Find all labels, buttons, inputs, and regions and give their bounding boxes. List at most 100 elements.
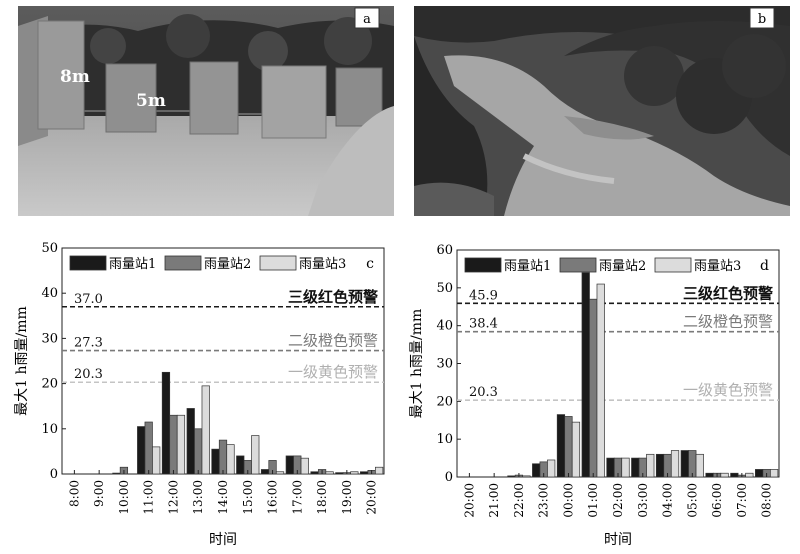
bar-雨量站3 (596, 283, 605, 478)
x-axis-label: 时间 (604, 532, 632, 548)
y-tick-label: 50 (41, 241, 58, 256)
bar-雨量站2 (589, 298, 598, 478)
photo-b-image: b (414, 6, 790, 216)
x-tick-label: 15:00 (241, 480, 255, 515)
x-tick-label: 11:00 (142, 480, 156, 515)
x-tick-label: 14:00 (216, 480, 230, 515)
bar-雨量站1 (260, 469, 270, 475)
chart-d: 0 10 20 30 40 50 60 45.9 三级红色预警 38.4 二级橙色预警 20.3 一级黄… (405, 236, 800, 550)
legend-swatch (69, 255, 107, 271)
bar-雨量站1 (532, 463, 541, 478)
chart-c: 0 10 20 30 40 50 37.0 三级红色预警 27.3 二级橙色预警 20.3 一级黄色预… (10, 236, 400, 550)
bar-雨量站3 (547, 459, 556, 478)
bar-雨量站1 (161, 371, 171, 475)
legend-label: 雨量站1 (109, 257, 156, 272)
chart-c-svg: 0 10 20 30 40 50 37.0 三级红色预警 27.3 二级橙色预警 20.3 一级黄色预… (14, 241, 385, 548)
bar-雨量站2 (564, 416, 573, 478)
photo-b-panel-label: b (758, 12, 766, 27)
bar-雨量站3 (621, 457, 630, 478)
bar-雨量站2 (194, 428, 203, 475)
bar-雨量站2 (218, 439, 228, 475)
bar-雨量站3 (522, 475, 531, 478)
bar-雨量站3 (695, 453, 704, 478)
x-tick-label: 04:00 (661, 483, 675, 518)
x-tick-label: 01:00 (586, 483, 600, 518)
y-tick-label: 20 (436, 394, 453, 409)
y-tick-label: 0 (50, 467, 58, 482)
bar-雨量站3 (152, 446, 161, 475)
bar-雨量站1 (211, 448, 220, 475)
x-tick-label: 20:00 (365, 480, 379, 515)
bar-雨量站1 (705, 472, 714, 478)
bar-雨量站3 (350, 471, 359, 475)
threshold-value-label: 27.3 (74, 336, 103, 351)
legend-label: 雨量站2 (204, 257, 251, 272)
x-tick-label: 03:00 (636, 483, 650, 518)
bar-雨量站3 (251, 435, 260, 475)
threshold-value-label: 45.9 (469, 288, 498, 303)
chart-d-svg: 0 10 20 30 40 50 60 45.9 三级红色预警 38.4 二级橙色预警 20.3 一级黄… (409, 243, 780, 548)
y-tick-label: 40 (436, 319, 453, 334)
bar-雨量站3 (670, 450, 680, 478)
y-tick-label: 50 (436, 281, 453, 296)
y-tick-label: 20 (41, 377, 58, 392)
legend-swatch (559, 257, 597, 273)
legend-swatch (164, 255, 202, 271)
legend-label: 雨量站1 (504, 259, 551, 274)
x-tick-label: 13:00 (191, 480, 205, 515)
bar-雨量站1 (236, 455, 245, 475)
threshold-value-label: 20.3 (469, 385, 498, 400)
photo-a-label-5m: 5m (136, 91, 166, 111)
y-tick-label: 30 (436, 357, 453, 372)
x-tick-label: 18:00 (315, 480, 329, 515)
photo-b-debris-valley: b (414, 6, 790, 216)
bar-雨量站3 (720, 472, 729, 478)
photo-a-check-dams: a 8m 5m (18, 6, 394, 216)
bar-雨量站1 (310, 471, 319, 475)
bar-雨量站3 (770, 469, 779, 478)
threshold-text: 一级黄色预警 (683, 381, 773, 399)
threshold-text: 二级橙色预警 (288, 332, 378, 350)
threshold-value-label: 37.0 (74, 292, 103, 307)
photo-a-panel-label: a (363, 12, 371, 27)
legend-label: 雨量站2 (599, 259, 646, 274)
x-tick-label: 23:00 (537, 483, 551, 518)
x-tick-label: 06:00 (710, 483, 724, 518)
x-tick-label: 00:00 (561, 483, 575, 518)
x-tick-label: 07:00 (735, 483, 749, 518)
x-tick-label: 17:00 (290, 480, 304, 515)
x-tick-label: 8:00 (67, 480, 81, 507)
x-tick-label: 20:00 (462, 483, 476, 518)
bar-雨量站3 (275, 471, 285, 475)
bar-雨量站1 (755, 469, 764, 478)
bar-雨量站1 (730, 472, 739, 478)
x-tick-label: 12:00 (166, 480, 180, 515)
threshold-value-label: 20.3 (74, 367, 103, 382)
photo-a-image: a 8m 5m (18, 6, 394, 216)
threshold-value-label: 38.4 (469, 317, 498, 332)
y-tick-label: 0 (445, 470, 453, 485)
bar-雨量站3 (300, 457, 309, 475)
x-tick-label: 19:00 (340, 480, 354, 515)
bar-雨量站3 (375, 466, 384, 475)
bar-雨量站1 (680, 450, 689, 478)
x-tick-label: 10:00 (117, 480, 131, 515)
threshold-text: 三级红色预警 (683, 284, 773, 302)
bar-雨量站1 (186, 408, 195, 475)
threshold-text: 一级黄色预警 (288, 363, 378, 381)
x-tick-label: 05:00 (685, 483, 699, 518)
threshold-text: 三级红色预警 (288, 288, 378, 306)
panel-label: d (760, 258, 769, 274)
threshold-text: 二级橙色预警 (683, 313, 773, 331)
bar-雨量站1 (112, 472, 121, 475)
x-tick-label: 02:00 (611, 483, 625, 518)
bar-雨量站1 (606, 457, 615, 478)
y-axis-label: 最大1 h雨量/mm (14, 306, 30, 416)
legend-swatch (464, 257, 502, 273)
bar-雨量站3 (226, 444, 235, 475)
y-tick-label: 30 (41, 331, 58, 346)
y-axis-label: 最大1 h雨量/mm (409, 309, 425, 419)
legend-label: 雨量站3 (694, 259, 741, 274)
bar-雨量站3 (571, 421, 581, 478)
panel-label: c (366, 256, 374, 272)
